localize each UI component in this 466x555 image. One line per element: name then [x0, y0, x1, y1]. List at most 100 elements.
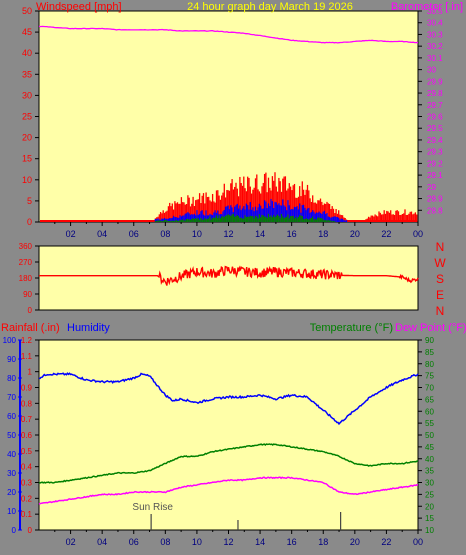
chart-title: 24 hour graph day March 19 2026	[187, 1, 353, 13]
windspeed-tick-label: 20	[22, 133, 32, 143]
dewpoint-axis-title: Dew Point (°F)	[395, 322, 466, 334]
temperature-tick-label: 40	[425, 455, 434, 464]
humidity-tick-label: 0	[12, 526, 17, 535]
barometer-tick-label: 29.3	[427, 148, 443, 157]
temperature-tick-label: 90	[425, 336, 434, 345]
humidity-tick-label: 20	[7, 488, 16, 497]
compass-label: W	[434, 256, 446, 270]
temperature-tick-label: 30	[425, 479, 434, 488]
barometer-tick-label: 30.1	[427, 54, 443, 63]
rainfall-tick-label: 0.8	[21, 399, 33, 408]
barometer-tick-label: 29.5	[427, 124, 443, 133]
barometer-tick-label: 29.7	[427, 101, 443, 110]
time-tick-label: 20	[350, 229, 360, 239]
temperature-tick-label: 60	[425, 407, 434, 416]
time-tick-label: 10	[192, 229, 202, 239]
time-tick-label: 04	[97, 229, 107, 239]
temperature-tick-label: 35	[425, 467, 434, 476]
rainfall-tick-label: 0.2	[21, 494, 33, 503]
rainfall-tick-label: 0.6	[21, 431, 33, 440]
time-tick-label: 18	[318, 229, 328, 239]
barometer-tick-label: 29.2	[427, 159, 443, 168]
sun-rise-label: Sun Rise	[132, 502, 173, 513]
time-tick-label-bottom: 14	[255, 537, 265, 547]
humidity-tick-label: 60	[7, 412, 16, 421]
windspeed-tick-label: 10	[22, 175, 32, 185]
temperature-tick-label: 75	[425, 372, 434, 381]
barometer-tick-label: 29	[427, 183, 436, 192]
temperature-tick-label: 15	[425, 514, 434, 523]
temperature-tick-label: 65	[425, 395, 434, 404]
time-tick-label-bottom: 00	[413, 537, 423, 547]
rainfall-axis-title: Rainfall (.in)	[1, 322, 60, 334]
humidity-tick-label: 50	[7, 431, 16, 440]
time-tick-label: 08	[160, 229, 170, 239]
barometer-tick-label: 29.8	[427, 89, 443, 98]
windspeed-tick-label: 35	[22, 69, 32, 79]
time-tick-label-bottom: 08	[160, 537, 170, 547]
temperature-tick-label: 80	[425, 360, 434, 369]
humidity-axis-title: Humidity	[67, 322, 110, 334]
barometer-tick-label: 30.3	[427, 30, 443, 39]
compass-label: N	[436, 240, 445, 254]
barometer-tick-label: 29.4	[427, 136, 443, 145]
panel-top-plot-area	[38, 10, 419, 223]
wind-direction-line	[39, 265, 419, 286]
windspeed-tick-label: 40	[22, 48, 32, 58]
time-tick-label-bottom: 06	[129, 537, 139, 547]
humidity-tick-label: 40	[7, 450, 16, 459]
compass-label: N	[436, 304, 445, 318]
compass-label: E	[436, 288, 444, 302]
rainfall-tick-label: 0	[28, 526, 33, 535]
direction-tick-label: 270	[19, 258, 33, 267]
windspeed-tick-label: 5	[27, 196, 32, 206]
windspeed-tick-label: 45	[22, 27, 32, 37]
rainfall-tick-label: 0.4	[21, 463, 33, 472]
time-tick-label: 14	[255, 229, 265, 239]
windspeed-tick-label: 25	[22, 112, 32, 122]
humidity-tick-label: 70	[7, 393, 16, 402]
humidity-line	[39, 372, 419, 426]
rainfall-tick-label: 0.3	[21, 479, 33, 488]
temperature-axis-title: Temperature (°F)	[310, 322, 393, 334]
compass-label: S	[436, 272, 444, 286]
barometer-tick-label: 29.6	[427, 113, 443, 122]
barometer-tick-label: 30	[427, 66, 436, 75]
humidity-tick-label: 90	[7, 355, 16, 364]
rainfall-tick-label: 1.2	[21, 336, 33, 345]
time-tick-label: 00	[413, 229, 423, 239]
windspeed-tick-label: 0	[27, 217, 32, 227]
direction-tick-label: 90	[23, 290, 32, 299]
rainfall-tick-label: 0.7	[21, 415, 33, 424]
temperature-tick-label: 45	[425, 443, 434, 452]
barometer-tick-label: 30.4	[427, 19, 443, 28]
panel-bottom-plot-area	[38, 339, 419, 531]
barometer-tick-label: 30.2	[427, 42, 443, 51]
rainfall-tick-label: 1	[28, 368, 33, 377]
windspeed-tick-label: 15	[22, 154, 32, 164]
barometer-line	[38, 25, 419, 44]
windspeed-tick-label: 50	[22, 6, 32, 16]
barometer-tick-label: 30.5	[427, 7, 443, 16]
temperature-tick-label: 25	[425, 490, 434, 499]
time-tick-label: 16	[287, 229, 297, 239]
rainfall-tick-label: 0.1	[21, 510, 33, 519]
panel-direction-plot-area	[38, 245, 419, 311]
direction-tick-label: 360	[19, 242, 33, 251]
time-tick-label: 06	[129, 229, 139, 239]
humidity-tick-label: 80	[7, 374, 16, 383]
time-tick-label: 12	[223, 229, 233, 239]
temperature-tick-label: 70	[425, 384, 434, 393]
temperature-tick-label: 55	[425, 419, 434, 428]
time-tick-label-bottom: 12	[223, 537, 233, 547]
temperature-tick-label: 85	[425, 348, 434, 357]
temperature-tick-label: 10	[425, 526, 434, 535]
time-tick-label: 02	[66, 229, 76, 239]
temperature-tick-label: 20	[425, 502, 434, 511]
time-tick-label-bottom: 10	[192, 537, 202, 547]
humidity-tick-label: 100	[3, 336, 17, 345]
windspeed-tick-label: 30	[22, 90, 32, 100]
rainfall-tick-label: 0.9	[21, 384, 33, 393]
barometer-tick-label: 29.9	[427, 77, 443, 86]
